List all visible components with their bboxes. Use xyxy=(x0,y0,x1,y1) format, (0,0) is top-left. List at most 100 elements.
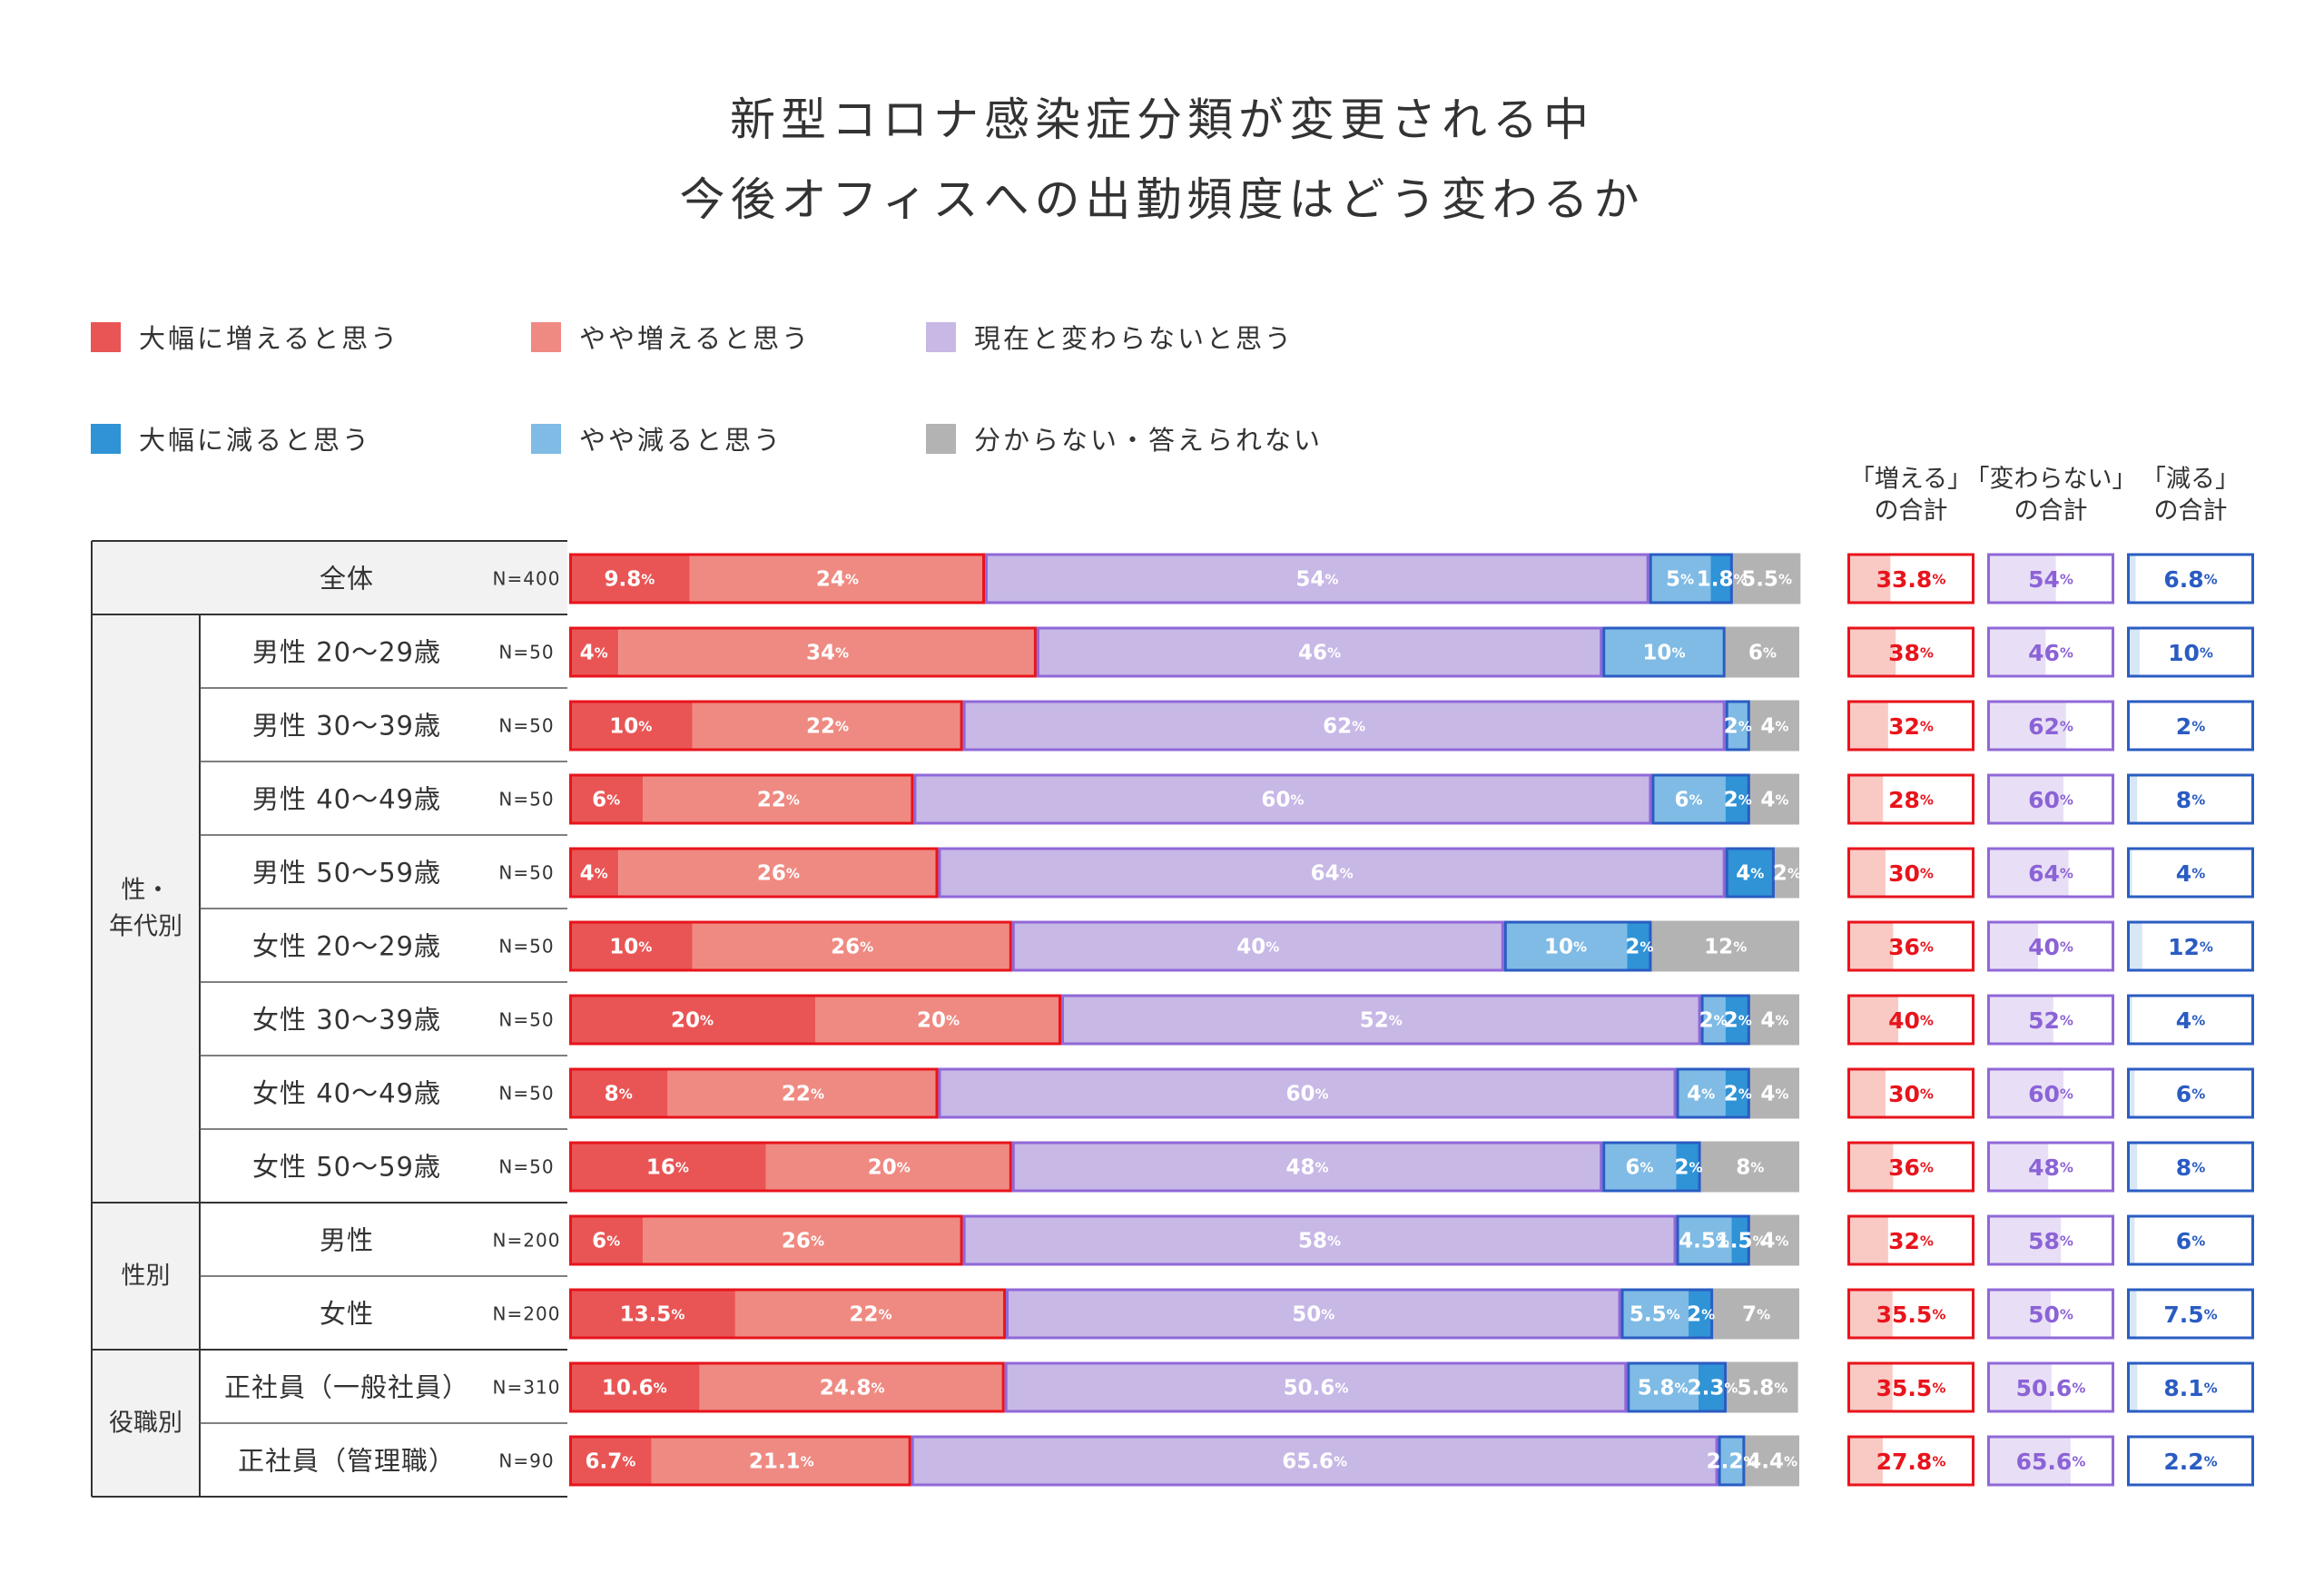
bar-value-label: 50% xyxy=(1292,1303,1334,1327)
increase-bar-outline xyxy=(569,1288,1007,1340)
percent-unit: % xyxy=(1733,939,1747,956)
summary-value-decrease: 8.1% xyxy=(2163,1375,2217,1401)
summary-box-increase xyxy=(1847,847,1974,899)
percent-unit: % xyxy=(897,1160,911,1176)
bar-segment-unknown xyxy=(1700,1141,1799,1193)
percent-unit: % xyxy=(1290,792,1304,809)
summary-fill-increase xyxy=(1847,994,1898,1046)
summary-box-no-change xyxy=(1987,1214,2114,1266)
summary-box-decrease xyxy=(2127,626,2254,678)
category-label: 女性 30〜39歳 xyxy=(252,1005,441,1036)
increase-bar-outline xyxy=(569,553,985,604)
bar-segment-unknown xyxy=(1749,700,1799,752)
percent-unit: % xyxy=(1327,1233,1341,1250)
summary-value-decrease: 12% xyxy=(2168,934,2213,960)
bar-segment-big-increase xyxy=(569,553,690,604)
percent-unit: % xyxy=(606,1233,620,1250)
bar-value-label: 4% xyxy=(1687,1083,1715,1106)
bar-segment-small-increase xyxy=(689,553,985,604)
bar-segment-no-change xyxy=(913,773,1652,825)
legend-label: 現在と変わらないと思う xyxy=(974,323,1295,354)
increase-bar-outline xyxy=(569,1435,911,1487)
legend-item-big-increase: 大幅に増えると思う xyxy=(91,318,399,356)
n-label: N=50 xyxy=(498,1009,554,1031)
category-label: 男性 20〜29歳 xyxy=(252,637,441,668)
bar-segment-small-increase xyxy=(643,1214,963,1266)
percent-unit: % xyxy=(1920,1086,1934,1103)
bar-value-label: 10% xyxy=(1544,936,1587,959)
decrease-bar-outline xyxy=(1700,994,1750,1046)
bar-segment-small-decrease xyxy=(1676,1214,1732,1266)
bar-segment-unknown xyxy=(1727,1361,1798,1413)
percent-unit: % xyxy=(1680,572,1694,588)
summary-box-no-change xyxy=(1987,700,2114,752)
percent-unit: % xyxy=(1932,1454,1945,1470)
summary-header-line-1: 「減る」 xyxy=(2142,466,2240,494)
legend-label: 大幅に増えると思う xyxy=(139,323,400,354)
bar-segment-big-decrease xyxy=(1725,773,1750,825)
percent-unit: % xyxy=(2060,572,2073,588)
bar-value-label: 6.7% xyxy=(586,1450,636,1474)
summary-box-background xyxy=(2127,773,2254,825)
percent-unit: % xyxy=(1775,719,1788,735)
bar-value-label: 5.8% xyxy=(1638,1377,1689,1400)
bar-value-label: 2% xyxy=(1699,1009,1728,1033)
percent-unit: % xyxy=(654,1380,667,1397)
bar-segment-unknown xyxy=(1713,1288,1799,1340)
bar-segment-big-decrease xyxy=(1731,1214,1750,1266)
percent-unit: % xyxy=(2060,645,2073,662)
bar-segment-small-decrease xyxy=(1700,994,1726,1046)
bar-value-label: 8% xyxy=(605,1083,633,1106)
bar-value-label: 21.1% xyxy=(749,1450,814,1474)
bar-segment-no-change xyxy=(1011,920,1504,972)
increase-bar-outline xyxy=(569,994,1061,1046)
bar-segment-no-change xyxy=(962,700,1726,752)
summary-box-increase xyxy=(1847,1435,1974,1487)
category-label: 男性 30〜39歳 xyxy=(252,711,441,742)
bar-value-label: 64% xyxy=(1311,862,1354,886)
bar-segment-unknown xyxy=(1725,626,1799,678)
bar-segment-unknown xyxy=(1749,1067,1799,1119)
bar-value-label: 24.8% xyxy=(820,1377,885,1400)
summary-fill-decrease xyxy=(2127,773,2138,825)
percent-unit: % xyxy=(2191,792,2205,809)
percent-unit: % xyxy=(1775,792,1788,809)
summary-box-increase xyxy=(1847,1067,1974,1119)
bar-segment-unknown xyxy=(1774,847,1799,899)
summary-header-line-1: 「増える」 xyxy=(1850,466,1972,494)
bar-segment-small-decrease xyxy=(1620,1288,1689,1340)
category-label: 女性 20〜29歳 xyxy=(252,931,441,962)
bar-segment-big-increase xyxy=(569,1214,644,1266)
bar-segment-small-increase xyxy=(651,1435,911,1487)
summary-fill-decrease xyxy=(2127,1288,2137,1340)
summary-box-decrease xyxy=(2127,773,2254,825)
percent-unit: % xyxy=(860,939,873,956)
bar-segment-no-change xyxy=(1061,994,1701,1046)
n-label: N=50 xyxy=(498,789,554,811)
bar-value-label: 22% xyxy=(849,1303,891,1327)
bar-value-label: 4% xyxy=(1760,1230,1788,1253)
percent-unit: % xyxy=(671,1307,684,1323)
bar-value-label: 60% xyxy=(1285,1083,1328,1106)
bar-value-label: 10% xyxy=(609,936,652,959)
percent-unit: % xyxy=(1389,1013,1403,1029)
percent-unit: % xyxy=(2060,1307,2073,1323)
overall-row-background xyxy=(93,542,567,614)
percent-unit: % xyxy=(1327,645,1341,662)
percent-unit: % xyxy=(1701,1307,1715,1323)
summary-box-increase xyxy=(1847,626,1974,678)
summary-fill-no-change xyxy=(1987,773,2063,825)
bar-value-label: 4% xyxy=(580,642,608,665)
category-label: 男性 xyxy=(320,1225,374,1256)
bar-value-label: 5.8% xyxy=(1737,1377,1787,1400)
percent-unit: % xyxy=(1920,1233,1934,1250)
n-label: N=90 xyxy=(498,1450,554,1472)
chart-title-line-1: 新型コロナ感染症分類が変更される中 xyxy=(730,93,1594,146)
summary-box-no-change xyxy=(1987,1288,2114,1340)
bar-segment-big-increase xyxy=(569,1361,700,1413)
percent-unit: % xyxy=(1920,645,1934,662)
summary-box-background xyxy=(2127,1435,2254,1487)
legend-label: 大幅に減ると思う xyxy=(139,425,372,456)
bar-value-label: 65.6% xyxy=(1282,1450,1347,1474)
bar-value-label: 62% xyxy=(1323,715,1365,739)
